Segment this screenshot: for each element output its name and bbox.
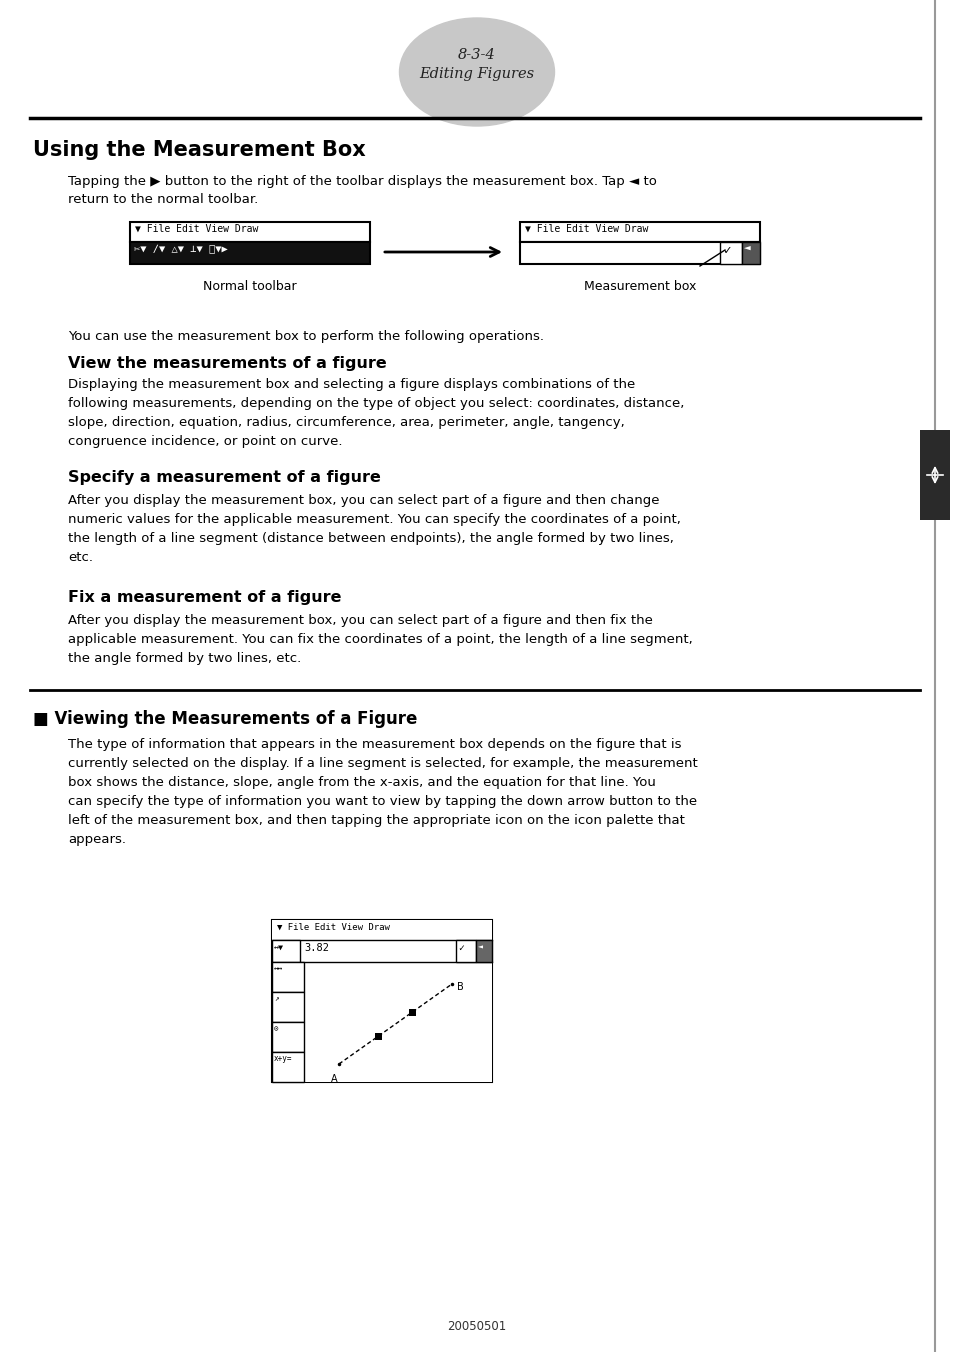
- Text: ✂▼ ∕▼ △▼ ⊥▼ ☰▼▶: ✂▼ ∕▼ △▼ ⊥▼ ☰▼▶: [133, 243, 228, 254]
- Text: ▼ File Edit View Draw: ▼ File Edit View Draw: [135, 224, 258, 234]
- Bar: [272, 919, 492, 940]
- Bar: [272, 963, 304, 992]
- Bar: [476, 940, 492, 963]
- Text: return to the normal toolbar.: return to the normal toolbar.: [68, 193, 258, 206]
- Text: After you display the measurement box, you can select part of a figure and then : After you display the measurement box, y…: [68, 493, 680, 564]
- Text: ◄: ◄: [743, 243, 750, 254]
- Bar: [409, 1009, 416, 1015]
- Text: The type of information that appears in the measurement box depends on the figur: The type of information that appears in …: [68, 738, 697, 846]
- Bar: [456, 940, 476, 963]
- Text: 20050501: 20050501: [447, 1320, 506, 1333]
- Bar: [741, 242, 760, 264]
- Bar: [272, 940, 299, 963]
- Ellipse shape: [399, 18, 554, 126]
- Bar: [304, 963, 492, 1082]
- Text: ✓: ✓: [457, 942, 463, 953]
- Text: View the measurements of a figure: View the measurements of a figure: [68, 356, 386, 370]
- Bar: [130, 222, 370, 242]
- Text: Fix a measurement of a figure: Fix a measurement of a figure: [68, 589, 341, 604]
- Bar: [272, 940, 492, 963]
- Bar: [130, 242, 370, 264]
- Text: Measurement box: Measurement box: [583, 280, 696, 293]
- Bar: [519, 222, 760, 242]
- Bar: [272, 919, 492, 1082]
- Text: After you display the measurement box, you can select part of a figure and then : After you display the measurement box, y…: [68, 614, 692, 665]
- Text: ⊙: ⊙: [274, 1023, 278, 1033]
- Bar: [375, 1033, 381, 1040]
- Text: x+y=: x+y=: [274, 1055, 293, 1063]
- Bar: [519, 242, 760, 264]
- Text: ✓: ✓: [722, 243, 730, 257]
- Bar: [272, 1052, 304, 1082]
- Text: Using the Measurement Box: Using the Measurement Box: [33, 141, 365, 160]
- Text: You can use the measurement box to perform the following operations.: You can use the measurement box to perfo…: [68, 330, 543, 343]
- Bar: [272, 1022, 304, 1052]
- Text: Specify a measurement of a figure: Specify a measurement of a figure: [68, 470, 380, 485]
- Text: ■ Viewing the Measurements of a Figure: ■ Viewing the Measurements of a Figure: [33, 710, 417, 727]
- Bar: [720, 242, 741, 264]
- Text: ▼ File Edit View Draw: ▼ File Edit View Draw: [524, 224, 648, 234]
- Text: ◄: ◄: [477, 942, 482, 952]
- Text: ▼ File Edit View Draw: ▼ File Edit View Draw: [276, 923, 390, 932]
- Bar: [919, 430, 949, 521]
- Text: 3.82: 3.82: [304, 942, 329, 953]
- Text: ↗: ↗: [274, 994, 278, 1003]
- Text: B: B: [456, 982, 463, 992]
- Text: Editing Figures: Editing Figures: [419, 68, 534, 81]
- Text: ↔▼: ↔▼: [274, 942, 284, 952]
- Text: Normal toolbar: Normal toolbar: [203, 280, 296, 293]
- Text: A: A: [331, 1073, 337, 1084]
- Text: Tapping the ▶ button to the right of the toolbar displays the measurement box. T: Tapping the ▶ button to the right of the…: [68, 174, 657, 188]
- Text: Displaying the measurement box and selecting a figure displays combinations of t: Displaying the measurement box and selec…: [68, 379, 683, 448]
- Text: ↔↔: ↔↔: [274, 964, 283, 973]
- Bar: [272, 992, 304, 1022]
- Text: 8-3-4: 8-3-4: [457, 49, 496, 62]
